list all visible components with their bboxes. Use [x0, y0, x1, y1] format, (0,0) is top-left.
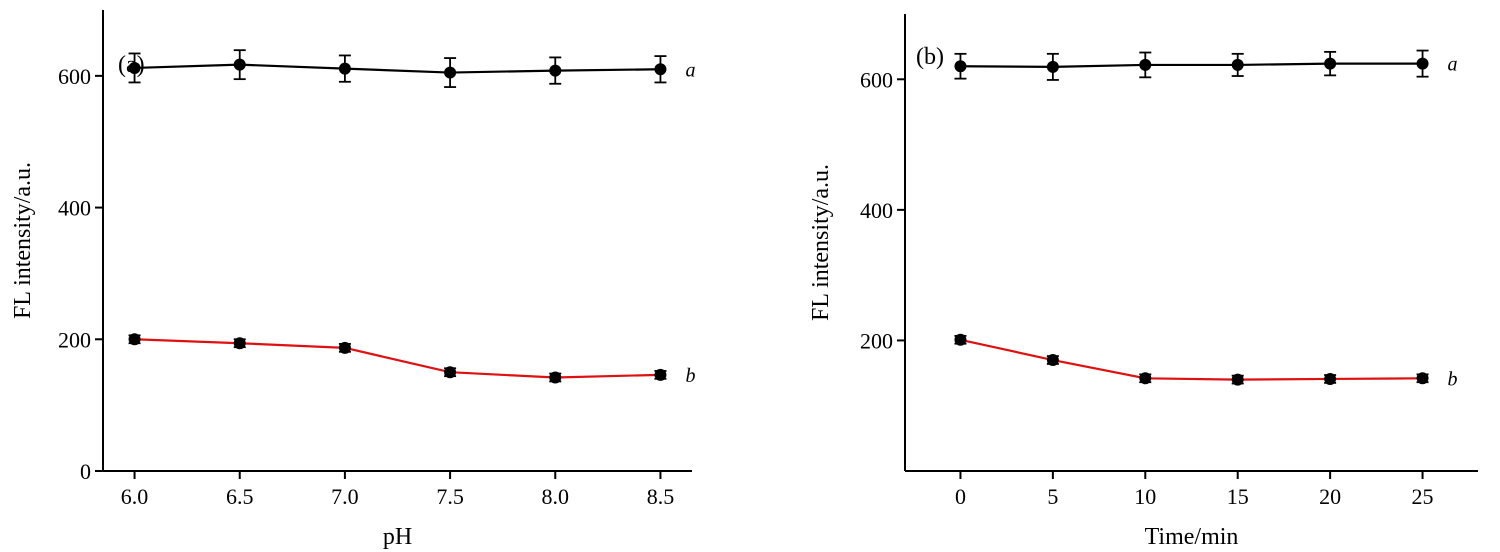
data-point: [1416, 57, 1429, 70]
data-point: [549, 371, 562, 384]
series-b: b: [954, 333, 1458, 390]
data-point: [954, 333, 967, 346]
x-tick-label: 5: [1047, 484, 1058, 509]
data-point: [654, 63, 667, 76]
chart-panel-a: 0 200 400 600 6.0 6.5 7.0 7.5 8.0 8.5 pH FL intensi…: [10, 10, 695, 550]
data-point: [128, 333, 141, 346]
x-tick-label: 8.5: [647, 484, 675, 509]
x-tick-label: 10: [1134, 484, 1156, 509]
x-tick-label: 6.5: [226, 484, 254, 509]
y-axis-title: FL intensity/a.u.: [10, 162, 36, 319]
data-point: [1046, 354, 1059, 367]
data-point: [233, 58, 246, 71]
y-tick-label: 200: [860, 328, 893, 353]
series-line: [134, 338, 661, 379]
x-tick-label: 7.0: [331, 484, 359, 509]
data-point: [1139, 372, 1152, 385]
x-tick-label: 15: [1227, 484, 1249, 509]
data-point: [1324, 57, 1337, 70]
series-label: b: [685, 365, 695, 387]
data-point: [338, 62, 351, 75]
series-label: a: [1448, 54, 1458, 76]
series-line: [960, 62, 1423, 68]
series-label: b: [1448, 368, 1458, 390]
y-tick-label: 600: [860, 67, 893, 92]
panel-label: (b): [916, 44, 944, 70]
series-a: a: [128, 49, 695, 88]
series-line: [960, 338, 1423, 381]
x-tick-label: 7.5: [436, 484, 464, 509]
series-label: a: [685, 59, 695, 81]
chart-panel-b: 200 400 600 0 5 10 15 20 25 Time/min FL intensity/…: [808, 14, 1478, 550]
data-point: [954, 60, 967, 73]
series-a: a: [954, 49, 1458, 81]
data-point: [338, 341, 351, 354]
x-axis-title: pH: [383, 524, 412, 550]
data-point: [654, 368, 667, 381]
data-point: [444, 66, 457, 79]
x-tick-label: 0: [955, 484, 966, 509]
data-point: [1416, 372, 1429, 385]
data-point: [549, 64, 562, 77]
x-tick-label: 20: [1319, 484, 1341, 509]
x-tick-label: 8.0: [542, 484, 570, 509]
series-b: b: [128, 333, 695, 387]
y-tick-label: 200: [58, 327, 91, 352]
y-axis-title: FL intensity/a.u.: [808, 164, 834, 321]
data-point: [1231, 373, 1244, 386]
x-tick-label: 6.0: [121, 484, 149, 509]
data-point: [1046, 60, 1059, 73]
data-point: [1324, 372, 1337, 385]
data-point: [1139, 58, 1152, 71]
y-tick-label: 400: [58, 196, 91, 221]
x-tick-label: 25: [1412, 484, 1434, 509]
data-point: [444, 366, 457, 379]
x-axis-title: Time/min: [1145, 524, 1239, 550]
y-tick-label: 400: [860, 198, 893, 223]
data-point: [233, 337, 246, 350]
y-tick-label: 0: [80, 459, 91, 484]
data-point: [1231, 58, 1244, 71]
series-line: [134, 63, 661, 74]
y-tick-label: 600: [58, 64, 91, 89]
data-point: [128, 61, 141, 74]
